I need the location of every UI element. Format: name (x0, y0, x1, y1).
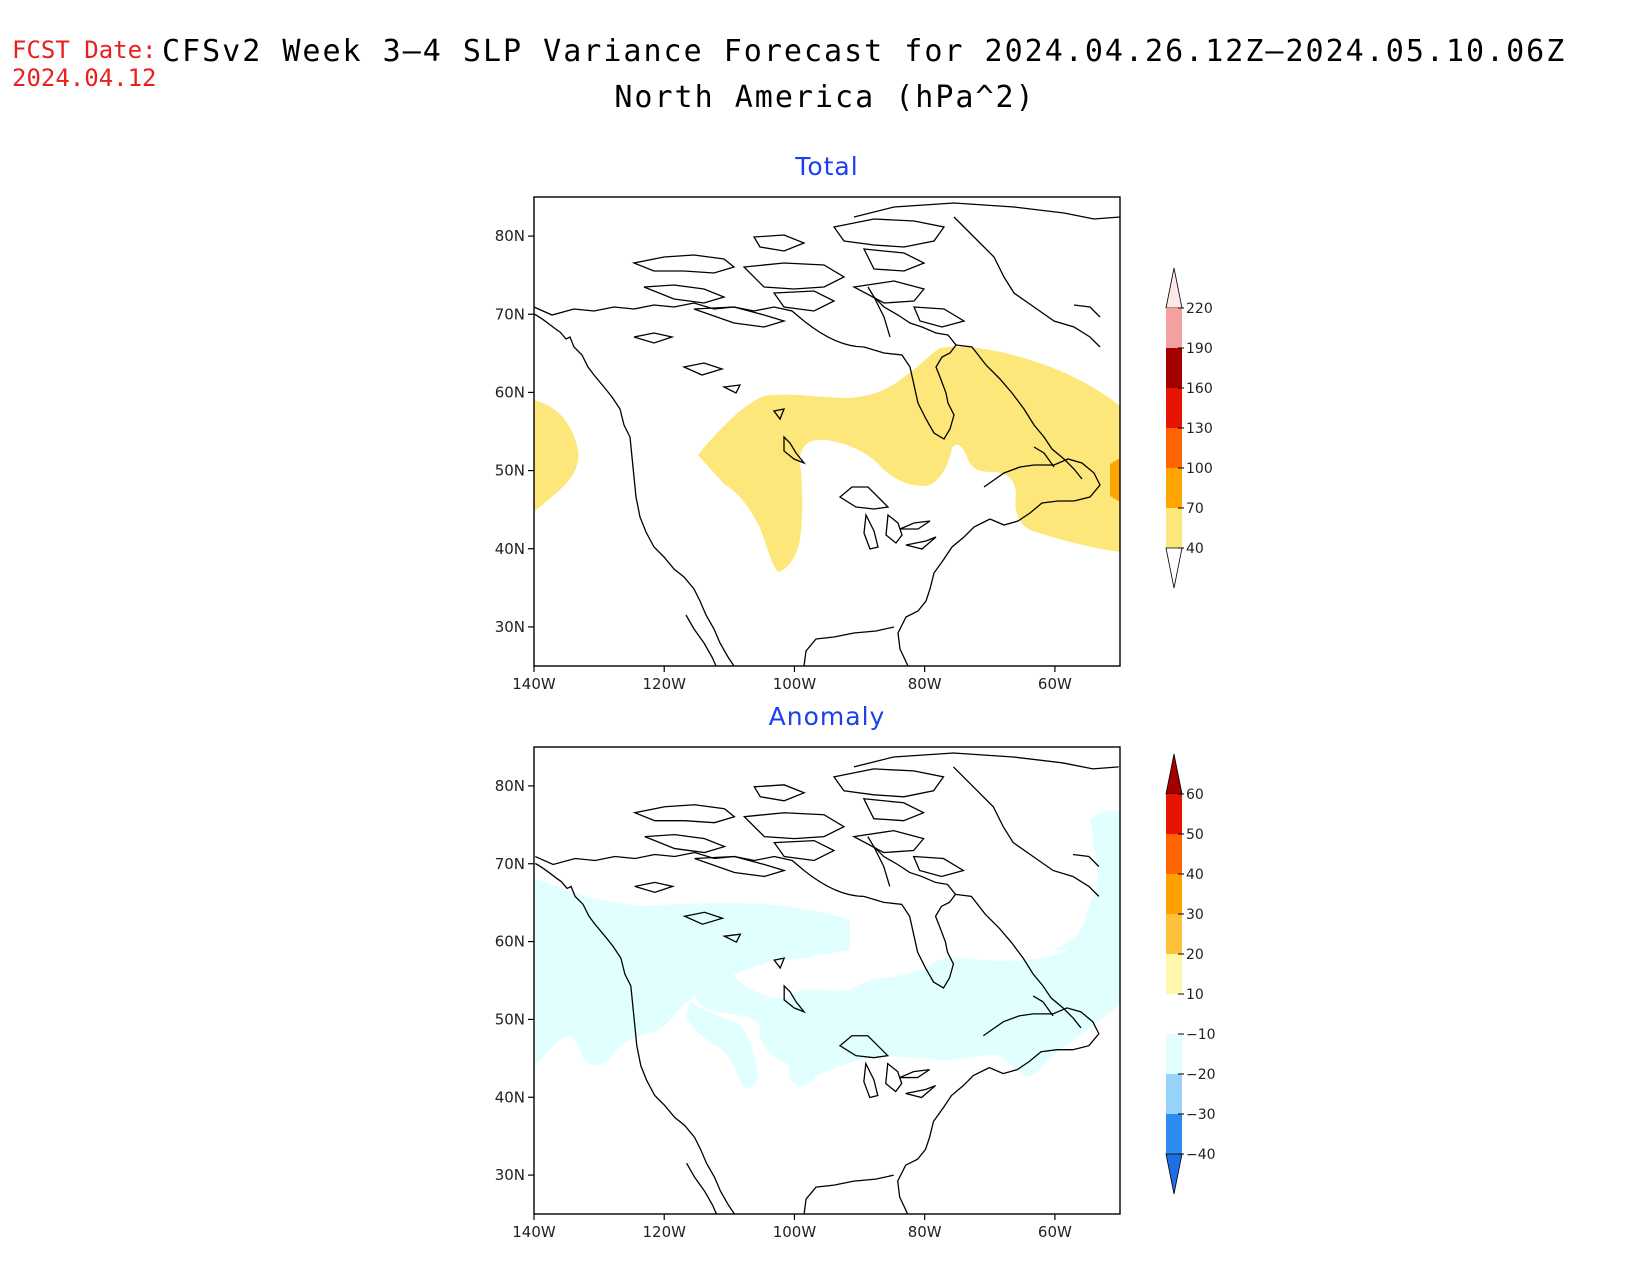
anomaly-lon-label: 100W (773, 1223, 817, 1241)
anomaly-lon-label: 120W (642, 1223, 686, 1241)
colorbar-anomaly: −40 −30 −20 −10 10 20 30 40 50 60 (1165, 753, 1216, 1195)
anomaly-lon-label: 80W (908, 1223, 942, 1241)
colorbar-total-segment (1166, 388, 1182, 428)
colorbar-anomaly-segment (1166, 954, 1182, 994)
anomaly-lat-label: 40N (495, 1088, 525, 1106)
colorbar-anomaly-cap-bottom (1165, 1153, 1183, 1195)
map-anomaly: 80N 70N 60N 50N 40N 30N 140W 120W 100W 80W 60W (495, 746, 1121, 1241)
panel-title-anomaly: Anomaly (768, 702, 886, 731)
colorbar-anomaly-label: 60 (1186, 787, 1204, 803)
colorbar-anomaly-label: −20 (1186, 1067, 1216, 1083)
colorbar-anomaly-segment (1166, 1034, 1182, 1074)
anomaly-lat-label: 80N (495, 777, 525, 795)
total-lat-label: 30N (495, 618, 525, 636)
total-lat-label: 70N (495, 305, 525, 323)
total-shade-orange (1110, 458, 1120, 502)
anomaly-lat-label: 70N (495, 855, 525, 873)
total-lat-label: 80N (495, 227, 525, 245)
page-subtitle-text: North America (hPa^2) (614, 80, 1036, 115)
colorbar-total: 40 70 100 130 160 190 220 (1165, 267, 1213, 589)
anomaly-shade-mid (686, 1000, 758, 1088)
anomaly-lon-label: 140W (512, 1223, 556, 1241)
map-frame-total (533, 196, 1121, 667)
anomaly-lon-label: 60W (1038, 1223, 1072, 1241)
colorbar-anomaly-segment (1166, 1074, 1182, 1114)
colorbar-anomaly-label: 40 (1186, 867, 1204, 883)
total-lon-label: 60W (1038, 675, 1072, 693)
anomaly-shade-band (534, 810, 1120, 1086)
total-lon-label: 140W (512, 675, 556, 693)
colorbar-anomaly-label: 20 (1186, 947, 1204, 963)
colorbar-total-segment (1166, 348, 1182, 388)
colorbar-total-label: 160 (1186, 381, 1213, 397)
colorbar-anomaly-label: 10 (1186, 987, 1204, 1003)
anomaly-shade-east (1050, 812, 1120, 950)
colorbar-total-label: 40 (1186, 541, 1204, 557)
colorbar-anomaly-segment (1166, 874, 1182, 914)
page-title: CFSv2 Week 3–4 SLP Variance Forecast for… (162, 34, 1567, 69)
total-lat-label: 50N (495, 462, 525, 480)
map-total: 80N 70N 60N 50N 40N 30N 140W 120W 100W 80W 60W (495, 196, 1121, 693)
colorbar-total-segment (1166, 468, 1182, 508)
total-lon-label: 80W (908, 675, 942, 693)
colorbar-total-label: 130 (1186, 421, 1213, 437)
colorbar-anomaly-label: −30 (1186, 1107, 1216, 1123)
colorbar-total-cap-bottom (1165, 547, 1183, 589)
forecast-date-value: 2024.04.12 (12, 64, 157, 92)
colorbar-anomaly-label: −40 (1186, 1147, 1216, 1163)
panel-title-total: Total (795, 152, 859, 181)
colorbar-total-segment (1166, 428, 1182, 468)
colorbar-total-segment (1166, 508, 1182, 548)
total-lat-label: 60N (495, 383, 525, 401)
colorbar-anomaly-segment (1166, 1114, 1182, 1154)
colorbar-total-label: 220 (1186, 301, 1213, 317)
colorbar-anomaly-cap-top (1165, 753, 1183, 795)
total-shade-band (698, 346, 1120, 572)
colorbar-anomaly-segment (1166, 994, 1182, 1034)
colorbar-total-label: 70 (1186, 501, 1204, 517)
total-lon-label: 100W (773, 675, 817, 693)
forecast-date-block: FCST Date: 2024.04.12 (12, 36, 157, 92)
colorbar-anomaly-label: 30 (1186, 907, 1204, 923)
colorbar-total-cap-top (1165, 267, 1183, 309)
axis-ticks-total: 80N 70N 60N 50N 40N 30N 140W 120W 100W 80W 60W (495, 227, 1072, 693)
anomaly-lat-label: 60N (495, 933, 525, 951)
anomaly-lat-label: 30N (495, 1166, 525, 1184)
colorbar-anomaly-segment (1166, 914, 1182, 954)
colorbar-total-segment (1166, 308, 1182, 348)
axis-ticks-anomaly: 80N 70N 60N 50N 40N 30N 140W 120W 100W 80W 60W (495, 777, 1072, 1241)
colorbar-anomaly-label: −10 (1186, 1027, 1216, 1043)
map-frame-anomaly (533, 746, 1121, 1215)
colorbar-anomaly-segment (1166, 834, 1182, 874)
page-subtitle: North America (hPa^2) (0, 80, 1650, 115)
total-shade-pacific (534, 400, 579, 512)
forecast-date-label: FCST Date: (12, 36, 157, 64)
total-lat-label: 40N (495, 540, 525, 558)
colorbar-total-label: 100 (1186, 461, 1213, 477)
colorbar-anomaly-segment (1166, 794, 1182, 834)
total-lon-label: 120W (642, 675, 686, 693)
colorbar-total-label: 190 (1186, 341, 1213, 357)
anomaly-lat-label: 50N (495, 1010, 525, 1028)
colorbar-anomaly-label: 50 (1186, 827, 1204, 843)
